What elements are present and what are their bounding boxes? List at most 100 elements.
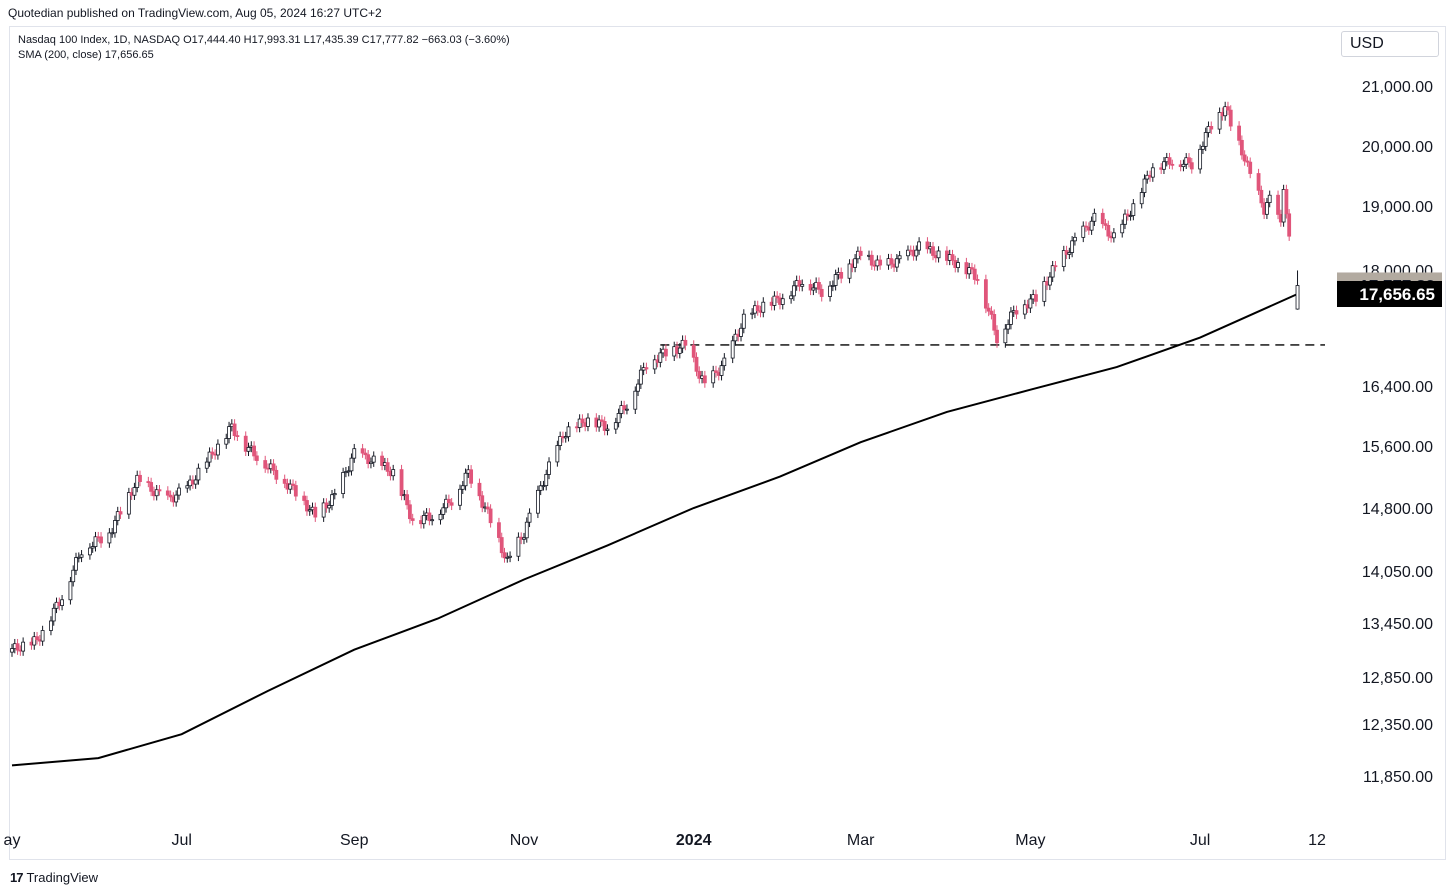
candle-body — [622, 405, 627, 410]
candle-body — [71, 569, 76, 583]
currency-selector[interactable]: USD — [1341, 31, 1439, 57]
candle-body — [535, 489, 540, 514]
candle-body — [558, 436, 563, 446]
candle-body — [1089, 220, 1094, 231]
candle-body — [446, 498, 451, 504]
candle-body — [341, 472, 346, 494]
candle-body — [577, 418, 582, 428]
candle-body — [527, 512, 532, 523]
candle-body — [1284, 189, 1289, 215]
symbol-ohlc-legend: Nasdaq 100 Index, 1D, NASDAQ O17,444.40 … — [18, 34, 510, 46]
candle-body — [625, 408, 629, 411]
candle-body — [858, 250, 863, 256]
candle-body — [449, 502, 454, 506]
candle-body — [613, 422, 618, 430]
y-axis-tick-label: 12,850.00 — [1362, 670, 1433, 687]
candle-body — [293, 485, 298, 497]
candle-body — [1111, 232, 1116, 239]
candle-body — [970, 267, 974, 270]
candle-body — [60, 599, 64, 606]
candle-body — [346, 470, 351, 473]
candle-body — [714, 370, 718, 373]
candle-body — [210, 451, 215, 455]
candle-body — [975, 279, 980, 281]
candle-body — [327, 505, 332, 509]
candle-body — [808, 284, 813, 291]
y-axis-tick-label: 19,000.00 — [1362, 199, 1433, 216]
candle-body — [177, 487, 181, 496]
candle-body — [90, 546, 95, 549]
candle-body — [99, 536, 103, 544]
candle-body — [658, 352, 663, 363]
candle-body — [32, 636, 37, 646]
candle-body — [616, 413, 621, 424]
candle-body — [1103, 223, 1108, 226]
candle-body — [563, 436, 568, 439]
candle-body — [833, 274, 838, 286]
candle-body — [986, 307, 991, 312]
candle-body — [15, 643, 20, 651]
candle-body — [602, 421, 607, 431]
candle-body — [1198, 148, 1203, 170]
candle-body — [49, 620, 53, 631]
candle-body — [10, 648, 14, 653]
candle-body — [638, 369, 643, 385]
candle-body — [906, 249, 910, 257]
candle-body — [427, 512, 432, 521]
candle-body — [79, 554, 84, 558]
candle-body — [463, 472, 468, 487]
candle-body — [722, 357, 727, 367]
candle-body — [677, 347, 682, 354]
candle-body — [421, 515, 426, 525]
candle-body — [165, 490, 170, 496]
candle-body — [282, 478, 287, 484]
candle-body — [956, 262, 960, 268]
candle-body — [76, 556, 81, 559]
candle-body — [1209, 126, 1214, 130]
y-axis-tick-label: 14,800.00 — [1362, 501, 1433, 518]
candle-body — [869, 254, 874, 266]
candle-body — [633, 390, 638, 410]
candle-body — [51, 607, 56, 622]
candle-body — [719, 365, 724, 376]
candle-body — [914, 249, 919, 257]
candle-body — [599, 419, 604, 422]
candle-body — [1142, 178, 1147, 193]
candle-body — [444, 498, 448, 509]
candle-body — [1265, 202, 1269, 215]
candle-body — [1223, 106, 1228, 117]
y-axis-tick-label: 16,400.00 — [1362, 379, 1433, 396]
candle-body — [1242, 154, 1247, 162]
chart-legend: Nasdaq 100 Index, 1D, NASDAQ O17,444.40 … — [18, 33, 510, 63]
candle-body — [369, 461, 373, 465]
candle-body — [305, 500, 309, 512]
candle-body — [1187, 157, 1191, 164]
candle-body — [950, 254, 955, 261]
candle-body — [1139, 192, 1144, 205]
candle-body — [1120, 223, 1125, 234]
candle-body — [897, 255, 902, 260]
sma-value-tag-bg — [1337, 280, 1442, 307]
footer-branding: 17 TradingView — [10, 870, 98, 885]
sma-legend: SMA (200, close) 17,656.65 — [18, 49, 154, 61]
candle-body — [992, 314, 997, 331]
candle-body — [797, 280, 802, 287]
candle-body — [1248, 161, 1253, 174]
x-axis-tick-label: Jul — [172, 832, 192, 849]
candle-body — [555, 445, 560, 463]
candle-body — [438, 513, 443, 521]
candle-body — [1084, 225, 1088, 228]
candle-body — [35, 636, 39, 641]
y-axis-tick-label: 21,000.00 — [1362, 79, 1433, 96]
candle-body — [566, 426, 571, 438]
candle-body — [972, 268, 977, 280]
candle-body — [1106, 224, 1111, 237]
candle-body — [380, 455, 384, 466]
candle-body — [110, 532, 115, 535]
candle-body — [1100, 212, 1105, 225]
candle-body — [1053, 265, 1058, 268]
x-axis-tick-label: Sep — [340, 832, 369, 849]
candle-body — [1170, 163, 1175, 166]
candle-body — [1245, 160, 1250, 163]
